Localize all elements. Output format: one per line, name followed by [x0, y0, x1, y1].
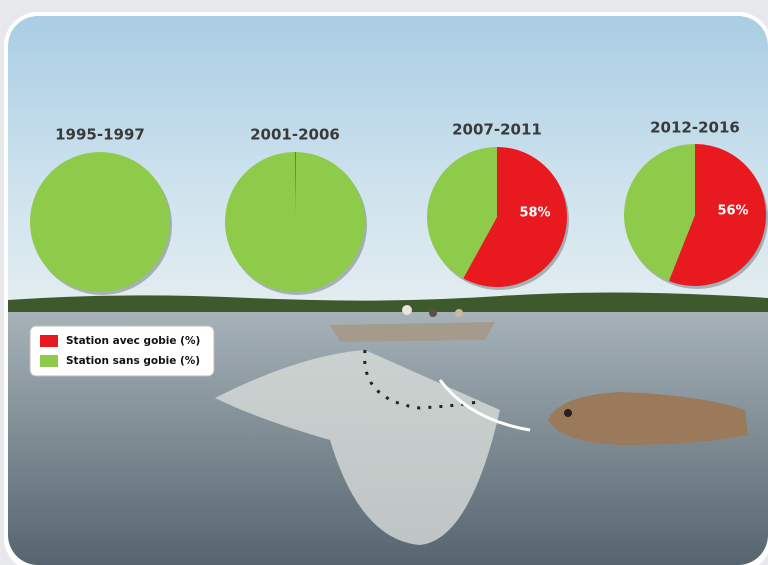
- pie-slice: [623, 144, 695, 282]
- chart-title: 2012-2016: [650, 119, 740, 137]
- legend-swatch: [40, 355, 58, 367]
- pie-slice: [427, 147, 497, 279]
- person: [455, 309, 463, 317]
- pie-slice: [225, 152, 366, 293]
- pie-slice: [668, 144, 766, 286]
- pie-slice: [463, 147, 567, 287]
- pie-slice: [295, 152, 296, 222]
- legend-label: Station sans gobie (%): [66, 355, 200, 367]
- boat: [330, 322, 495, 342]
- goby-fish: [548, 392, 748, 445]
- person: [402, 305, 412, 315]
- chart-title: 1995-1997: [55, 126, 145, 144]
- person: [429, 309, 437, 317]
- fish-eye: [564, 409, 572, 417]
- legend-swatch: [40, 335, 58, 347]
- pie-charts: 1995-19972001-20060,2%2007-201158%2012-2…: [30, 119, 768, 295]
- treeline: [8, 292, 768, 312]
- net-rope: [363, 349, 482, 410]
- chart-title: 2007-2011: [452, 121, 542, 139]
- arrow: [438, 379, 531, 432]
- legend: Station avec gobie (%) Station sans gobie…: [40, 335, 200, 367]
- legend-box: [29, 325, 215, 377]
- pie-slice: [30, 152, 170, 292]
- legend-label: Station avec gobie (%): [66, 335, 200, 347]
- net: [215, 350, 500, 545]
- value-label: 56%: [717, 204, 748, 219]
- value-label: 58%: [519, 206, 550, 221]
- chart-title: 2001-2006: [250, 126, 340, 144]
